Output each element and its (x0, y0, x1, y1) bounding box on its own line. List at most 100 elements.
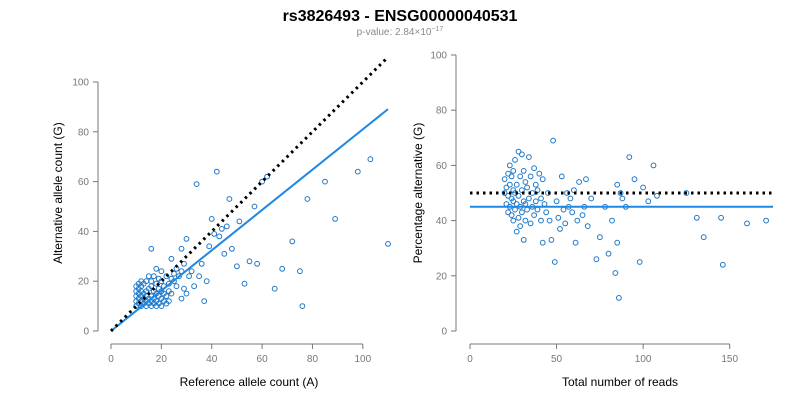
right-data-point (550, 137, 556, 144)
right-data-point (508, 173, 515, 180)
right-data-point (560, 206, 567, 213)
right-data-point (513, 228, 520, 235)
left-y-tick-label: 80 (78, 127, 90, 138)
left-data-point (322, 178, 328, 185)
right-data-point (617, 190, 624, 196)
right-data-point (546, 217, 553, 224)
left-data-point (213, 168, 220, 175)
right-data-point (515, 192, 522, 199)
left-y-tick-label: 20 (78, 277, 90, 288)
right-data-point (619, 195, 626, 202)
right-x-tick-label: 0 (467, 354, 473, 365)
right-data-point (654, 192, 660, 199)
left-data-point (166, 298, 172, 305)
right-data-point (683, 190, 690, 196)
right-data-point (558, 173, 565, 180)
right-data-point (503, 184, 510, 191)
right-data-point (520, 237, 527, 243)
right-data-point (520, 168, 527, 174)
left-data-point (183, 236, 190, 242)
right-data-point (626, 154, 633, 161)
left-data-point (191, 283, 198, 290)
right-data-point (588, 195, 595, 202)
left-data-point (181, 285, 187, 292)
left-x-tick-label: 100 (354, 354, 371, 365)
left-data-point (178, 295, 185, 302)
right-data-point (636, 259, 643, 265)
right-data-point (501, 176, 508, 183)
left-data-point (246, 258, 253, 265)
left-x-tick-label: 20 (156, 354, 168, 365)
left-data-point (206, 243, 213, 250)
right-data-point (551, 259, 558, 265)
right-data-point (718, 214, 724, 221)
right-data-point (605, 250, 612, 257)
scatter-panel-allele-counts: Reference allele count (A) Alternative a… (51, 56, 391, 389)
right-data-point (515, 148, 522, 155)
right-x-tick-label: 150 (721, 354, 738, 365)
right-data-point (512, 157, 518, 163)
right-data-point (700, 234, 707, 241)
left-data-point (201, 298, 208, 305)
left-data-point (148, 245, 155, 252)
pvalue-exponent: −17 (431, 26, 443, 33)
right-data-point (543, 209, 550, 216)
right-x-tick-label: 50 (551, 354, 563, 365)
right-data-point (532, 181, 539, 188)
left-y-tick-label: 60 (78, 177, 90, 188)
right-data-point (719, 261, 726, 268)
right-data-point (616, 295, 622, 301)
right-data-point (572, 239, 579, 246)
left-data-point (279, 265, 286, 272)
left-y-axis-label: Alternative allele count (G) (51, 122, 65, 263)
chart-subtitle-pvalue: p-value: 2.84×10−17 (357, 26, 444, 38)
left-data-point (218, 226, 225, 232)
right-data-point (650, 162, 657, 169)
left-data-point (158, 268, 165, 275)
left-x-tick-label: 0 (108, 354, 114, 365)
right-data-point (501, 190, 508, 196)
left-y-tick-label: 100 (72, 78, 89, 89)
left-fit-line (110, 108, 389, 332)
left-x-tick-label: 80 (307, 354, 319, 365)
left-x-tick-label: 40 (206, 354, 218, 365)
right-data-point (645, 198, 652, 205)
right-y-tick-label: 20 (436, 271, 448, 282)
right-data-point (526, 195, 532, 202)
right-data-point (562, 220, 569, 227)
right-y-axis-label: Percentage alternative (G) (411, 123, 425, 264)
right-data-point (574, 217, 581, 224)
left-data-point (367, 156, 374, 163)
right-data-point (579, 212, 586, 219)
left-data-point (332, 216, 339, 222)
right-data-point (567, 195, 574, 202)
right-data-point (539, 176, 546, 183)
right-data-point (553, 198, 560, 205)
right-data-point (557, 226, 563, 232)
right-data-point (569, 209, 576, 216)
left-reference-line (109, 56, 390, 333)
right-data-point (693, 214, 700, 221)
right-data-point (510, 217, 517, 224)
left-data-point (188, 268, 195, 275)
left-y-tick-label: 40 (78, 227, 90, 238)
left-data-point (236, 218, 243, 225)
left-data-point (163, 293, 170, 300)
left-data-point (385, 241, 391, 247)
right-y-tick-label: 0 (441, 327, 447, 338)
right-data-point (593, 256, 600, 263)
right-data-point (583, 176, 589, 183)
right-data-point (524, 184, 530, 191)
right-data-point (527, 173, 534, 180)
right-y-tick-label: 60 (436, 161, 448, 172)
right-data-point (532, 198, 539, 205)
left-data-point (150, 273, 157, 280)
right-data-point (505, 170, 512, 177)
right-data-point (612, 270, 619, 276)
right-data-point (640, 184, 646, 191)
left-data-point (168, 255, 175, 262)
right-data-point (519, 209, 525, 216)
left-data-point (158, 303, 165, 310)
right-x-axis-label: Total number of reads (562, 375, 678, 389)
